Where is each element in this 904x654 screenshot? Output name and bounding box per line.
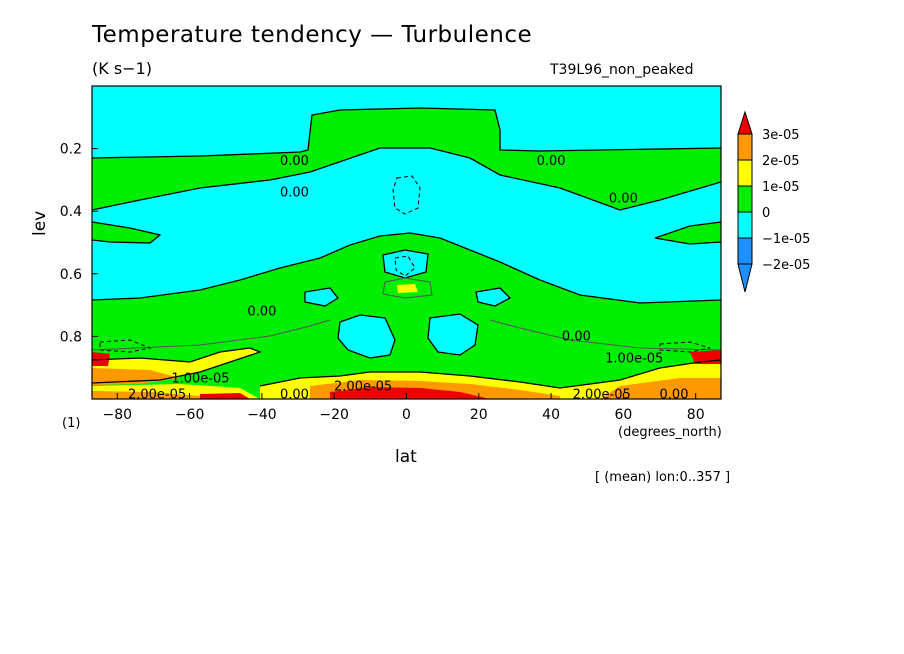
contour-line-lower-2 xyxy=(259,359,721,389)
chart-title: Temperature tendency — Turbulence xyxy=(92,22,533,48)
field-lower-orange xyxy=(92,368,180,385)
colorbar-label: 3e-05 xyxy=(762,128,800,143)
field-hole-lower-right xyxy=(428,314,478,355)
colorbar-label: −1e-05 xyxy=(762,232,810,247)
contour-line-hole-ll xyxy=(337,314,396,359)
contour-label: 0.00 xyxy=(280,185,309,200)
x-tick-label: 0 xyxy=(402,407,411,423)
contour-label: 0.00 xyxy=(280,387,309,402)
contour-fields xyxy=(92,86,721,399)
field-right-tongue xyxy=(655,222,721,244)
contour-label: 0.00 xyxy=(247,304,276,319)
contour-line-upper-low xyxy=(92,147,721,211)
field-small-yellow xyxy=(397,284,418,293)
contour-line-upper xyxy=(92,107,721,159)
contour-lines-thin xyxy=(92,277,721,351)
colorbar-extend-top xyxy=(737,110,753,135)
x-tick-label: 60 xyxy=(614,407,632,423)
colorbar-label: 2e-05 xyxy=(762,154,800,169)
contour-line-dashed-2 xyxy=(394,255,416,277)
field-lower-red-4 xyxy=(200,393,250,399)
x-tick-label: −40 xyxy=(247,407,277,423)
contour-labels: 0.00 0.00 0.00 0.00 0.00 0.00 1.00e-05 1.00e-05… xyxy=(128,154,689,402)
y-tick-label: 0.4 xyxy=(60,204,82,220)
field-hole-right xyxy=(476,288,510,306)
x-tick-label: −60 xyxy=(175,407,205,423)
colorbar-swatch-0 xyxy=(737,211,753,239)
field-hole-top xyxy=(383,250,428,278)
contour-label: 0.00 xyxy=(562,329,591,344)
contour-label: 1.00e-05 xyxy=(605,351,663,366)
contour-label: 2.00e-05 xyxy=(334,379,392,394)
x-tick-label: −80 xyxy=(103,407,133,423)
y-tick-label: 0.6 xyxy=(60,267,82,283)
colorbar-swatch-neg1 xyxy=(737,237,753,265)
contour-line-hole-l xyxy=(304,287,339,307)
field-left-tongue xyxy=(92,222,160,243)
x-tick-label: 40 xyxy=(542,407,560,423)
units-label: (K s−1) xyxy=(92,59,152,78)
contour-label: 0.00 xyxy=(537,154,566,169)
contour-label: 2.00e-05 xyxy=(573,387,631,402)
x-axis-ticks: −80 −60 −40 −20 0 20 40 60 80 xyxy=(103,393,705,423)
colorbar-label: 0 xyxy=(762,206,770,221)
run-label: T39L96_non_peaked xyxy=(550,62,694,78)
contour-line-hole-lr xyxy=(427,313,479,356)
x-tick-label: 80 xyxy=(687,407,705,423)
x-tick-label: −20 xyxy=(319,407,349,423)
x-axis-units: (degrees_north) xyxy=(618,425,722,440)
contour-line-tongue-left xyxy=(92,221,162,244)
contour-label: 0.00 xyxy=(280,154,309,169)
x-tick-label: 20 xyxy=(470,407,488,423)
y-tick-label: 0.2 xyxy=(60,142,82,158)
field-upper-green-band xyxy=(92,108,721,210)
colorbar-label: −2e-05 xyxy=(762,258,810,273)
field-lower-orange-4 xyxy=(92,391,200,399)
field-hole-left xyxy=(305,288,338,306)
contour-line-dome xyxy=(92,232,721,304)
contour-line-lower xyxy=(92,347,262,384)
field-lower-red xyxy=(330,387,490,399)
contour-line-thin-3 xyxy=(382,277,433,299)
contour-line-hole-top xyxy=(382,249,429,279)
colorbar-swatch-1e-05 xyxy=(737,185,753,213)
y-axis-ticks: 0.2 0.4 0.6 0.8 xyxy=(60,142,98,345)
field-central-dome xyxy=(92,233,721,399)
contour-line-thin-2 xyxy=(489,319,721,351)
field-patch-right xyxy=(690,312,705,335)
colorbar: 3e-05 2e-05 1e-05 0 −1e-05 −2e-05 xyxy=(737,110,810,293)
contour-line-hole-r xyxy=(475,287,512,307)
contour-label: 0.00 xyxy=(660,387,689,402)
colorbar-extend-bottom xyxy=(737,263,753,293)
field-patch-left-2 xyxy=(110,314,130,338)
x-axis-label: lat xyxy=(395,447,417,467)
field-patch-left-3 xyxy=(145,322,158,332)
colorbar-swatch-3e-05 xyxy=(737,133,753,161)
contour-label: 0.00 xyxy=(609,192,638,207)
colorbar-label: 1e-05 xyxy=(762,180,800,195)
y-tick-label: 0.8 xyxy=(60,329,82,345)
footer-note: [ (mean) lon:0..357 ] xyxy=(595,470,731,485)
contour-line-dashed-1 xyxy=(392,175,421,215)
contour-line-thin-1 xyxy=(92,319,331,351)
field-hole-lower-left xyxy=(338,315,395,358)
contour-label: 2.00e-05 xyxy=(128,387,186,402)
contour-label: 1.00e-05 xyxy=(171,372,229,387)
contour-lines-dashed xyxy=(99,175,711,353)
colorbar-swatch-2e-05 xyxy=(737,159,753,187)
contour-lines xyxy=(92,107,721,389)
contour-line-tongue-right xyxy=(654,221,721,245)
field-lower-orange-3 xyxy=(600,378,721,399)
field-patch-left xyxy=(92,310,100,340)
axis-units-label: (1) xyxy=(62,416,81,431)
